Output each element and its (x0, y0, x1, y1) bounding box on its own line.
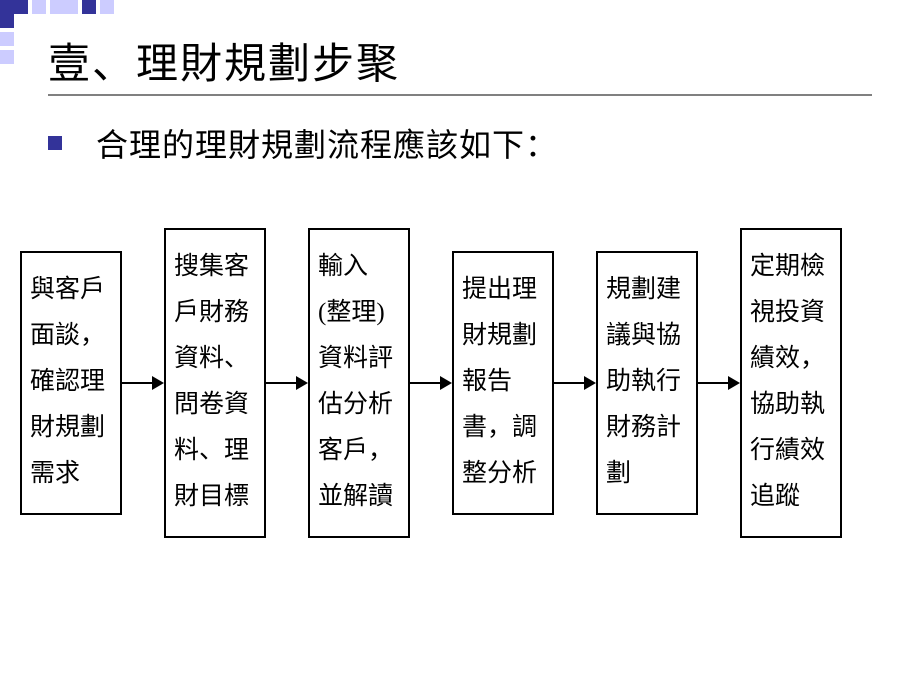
arrow-right-icon (122, 373, 164, 393)
decoration-left (0, 14, 14, 64)
flowchart: 與客戶 面談， 確認理 財規劃 需求 搜集客 戶財務 資料、 問卷資 料、理 財… (20, 228, 842, 538)
decoration-top (0, 0, 114, 14)
page-title: 壹、理財規劃步聚 (48, 30, 400, 91)
flow-node: 提出理 財規劃 報告 書，調 整分析 (452, 251, 554, 515)
flow-node: 與客戶 面談， 確認理 財規劃 需求 (20, 251, 122, 515)
arrow-right-icon (266, 373, 308, 393)
arrow-right-icon (410, 373, 452, 393)
flow-node: 規劃建 議與協 助執行 財務計 劃 (596, 251, 698, 515)
bullet-square-icon (48, 136, 62, 150)
flow-node: 定期檢 視投資 績效， 協助執 行績效 追蹤 (740, 228, 842, 538)
arrow-right-icon (698, 373, 740, 393)
flow-node: 輸入 (整理) 資料評 估分析 客戶， 並解讀 (308, 228, 410, 538)
subtitle-text: 合理的理財規劃流程應該如下： (96, 120, 558, 166)
subtitle-row: 合理的理財規劃流程應該如下： (48, 120, 558, 166)
arrow-right-icon (554, 373, 596, 393)
flow-node: 搜集客 戶財務 資料、 問卷資 料、理 財目標 (164, 228, 266, 538)
title-underline (48, 94, 872, 96)
